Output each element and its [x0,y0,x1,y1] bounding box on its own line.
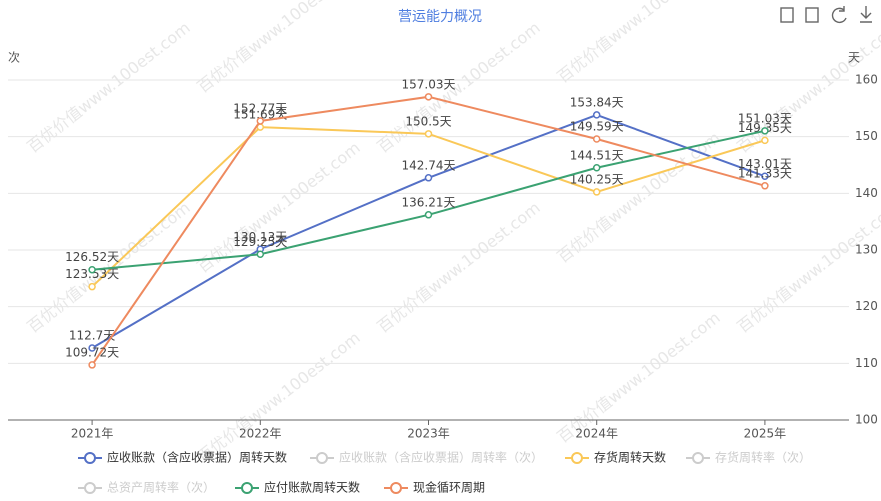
data-label: 153.84天 [570,95,624,109]
data-point [424,211,433,219]
legend-label: 存货周转率（次） [715,450,811,465]
data-point [592,188,601,196]
legend-marker [390,482,402,494]
data-point [592,135,601,143]
x-tick-label: 2021年 [71,427,114,441]
data-point [88,361,96,369]
tool-refresh[interactable] [831,6,847,24]
legend-label: 应收账款（含应收票据）周转天数 [107,450,287,465]
data-label: 136.21天 [402,195,456,209]
chart-title: 营运能力概况 [398,9,482,25]
data-label: 141.33天 [738,166,792,180]
y2-tick-label: 130 [855,243,878,257]
data-label: 143.01天 [738,157,792,171]
data-point [761,172,769,181]
watermark: 百优价值www.100est.com [374,18,544,157]
series-line [91,113,766,349]
legend-marker [316,452,328,464]
data-label: 112.7天 [69,329,115,343]
x-tick-label: 2022年 [239,427,282,441]
legend-label: 总资产周转率（次） [107,480,215,495]
data-label: 151.03天 [738,111,792,125]
data-point [256,250,265,258]
data-label: 152.77天 [233,101,287,115]
data-point [761,182,769,190]
data-label: 144.51天 [570,148,624,162]
y2-axis-label: 天 [848,51,860,65]
data-point [761,127,769,135]
data-point [761,136,769,145]
legend-item[interactable]: 存货周转率（次） [686,450,811,465]
data-label: 129.25天 [233,235,287,249]
data-label: 140.25天 [570,172,624,186]
data-label: 157.03天 [402,77,456,91]
x-tick-label: 2024年 [575,427,618,441]
legend-item[interactable]: 应收账款（含应收票据）周转率（次） [310,450,543,465]
y2-tick-label: 120 [855,299,878,313]
legend-item[interactable]: 应收账款（含应收票据）周转天数 [78,450,287,465]
tool-restore[interactable] [805,7,819,23]
legend-marker [84,482,96,494]
x-tick-label: 2023年 [407,427,450,441]
data-point [592,164,601,172]
data-label: 109.72天 [65,345,119,359]
watermark: 百优价值www.100est.com [24,18,194,157]
data-point [88,344,96,352]
watermark: 百优价值www.100est.com [194,328,364,467]
y2-tick-label: 100 [855,413,878,427]
legend-label: 应收账款（含应收票据）周转率（次） [339,450,543,465]
y-axis-label: 次 [8,51,20,65]
data-point [424,93,433,101]
data-label: 150.5天 [405,114,451,128]
legend-marker [571,452,583,464]
legend-item[interactable]: 应付账款周转天数 [235,480,360,495]
watermark: 百优价值www.100est.com [734,198,881,337]
y2-tick-label: 110 [855,356,878,370]
watermark: 百优价值www.100est.com [374,198,544,337]
data-label: 126.52天 [65,250,119,264]
data-point [88,265,96,274]
toolbar[interactable] [780,6,872,24]
y2-tick-label: 160 [855,73,878,87]
data-label: 130.13天 [233,230,287,244]
data-label: 142.74天 [402,158,456,172]
legend-marker [692,452,704,464]
legend-label: 应付账款周转天数 [264,480,360,495]
legend-label: 现金循环周期 [413,480,485,495]
tool-download[interactable] [860,6,872,23]
y2-tick-label: 140 [855,186,878,200]
legend-marker [84,452,96,464]
data-point [424,130,433,138]
y2-tick-label: 150 [855,129,878,143]
legend-item[interactable]: 总资产周转率（次） [78,480,215,495]
data-point [592,111,601,119]
legend-item[interactable]: 现金循环周期 [384,480,485,495]
data-label: 149.59天 [570,119,624,133]
data-point [424,174,433,182]
x-tick-label: 2025年 [744,427,787,441]
watermarks: 百优价值www.100est.com 百优价值www.100est.com 百优价值… [24,0,881,467]
legend-label: 存货周转天数 [594,450,666,465]
watermark: 百优价值www.100est.com [194,138,364,277]
watermark: 百优价值www.100est.com [194,0,364,97]
watermark: 百优价值www.100est.com [554,0,724,87]
legend-marker [241,482,253,494]
data-point [256,117,265,125]
legend-item[interactable]: 存货周转天数 [565,450,666,465]
data-point [88,282,96,291]
tool-data-view[interactable] [780,7,794,23]
data-label: 123.53天 [65,267,119,281]
